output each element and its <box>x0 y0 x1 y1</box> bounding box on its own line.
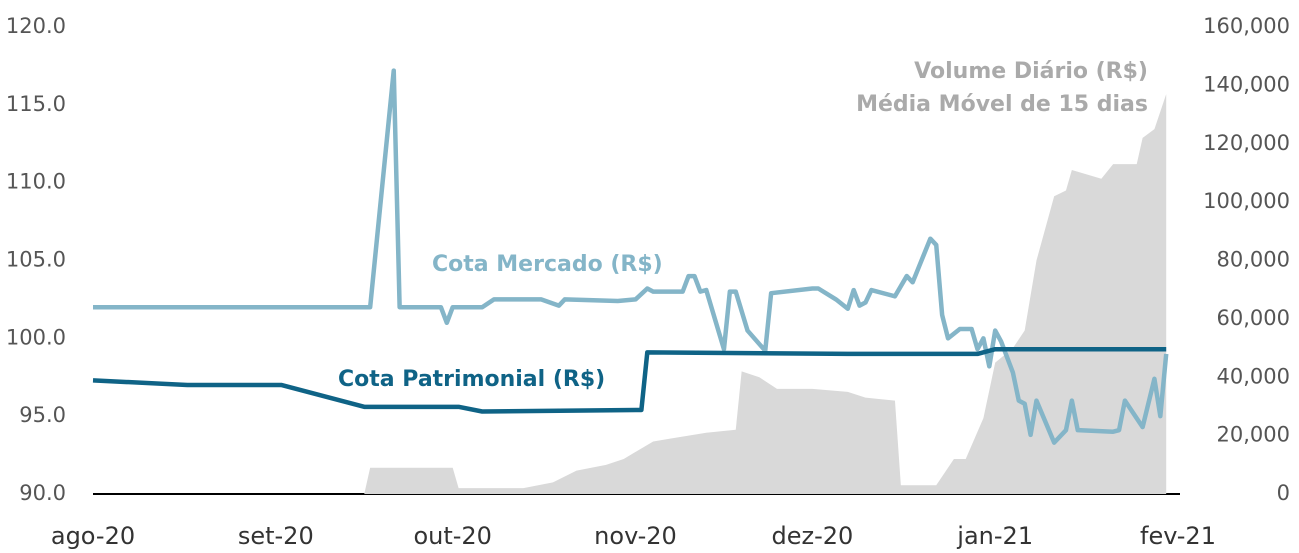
x-tick-label: ago-20 <box>51 522 135 550</box>
y-tick-label: 110.0 <box>6 170 66 194</box>
y-tick-label: 100.0 <box>6 325 66 349</box>
y-tick-label: 105.0 <box>6 248 66 272</box>
series-label: Cota Patrimonial (R$) <box>338 367 605 392</box>
x-tick-label: nov-20 <box>594 522 677 550</box>
annotation: Média Móvel de 15 dias <box>856 92 1148 117</box>
y2-tick-label: 20,000 <box>1217 423 1290 447</box>
y2-tick-label: 120,000 <box>1203 131 1290 155</box>
y2-tick-label: 140,000 <box>1203 72 1290 96</box>
y2-tick-label: 80,000 <box>1217 248 1290 272</box>
volume-area <box>93 94 1167 494</box>
y-tick-label: 115.0 <box>6 92 66 116</box>
y2-tick-label: 60,000 <box>1217 306 1290 330</box>
y2-tick-label: 160,000 <box>1203 14 1290 38</box>
x-tick-label: set-20 <box>238 522 314 550</box>
y-tick-label: 120.0 <box>6 14 66 38</box>
y2-tick-label: 0 <box>1277 481 1290 505</box>
series-label: Cota Mercado (R$) <box>432 252 663 277</box>
x-tick-label: fev-21 <box>1140 522 1216 550</box>
x-tick-label: out-20 <box>413 522 492 550</box>
x-tick-label: jan-21 <box>956 522 1033 550</box>
y2-tick-label: 100,000 <box>1203 189 1290 213</box>
x-tick-label: dez-20 <box>772 522 854 550</box>
y-tick-label: 95.0 <box>19 403 66 427</box>
series-line <box>93 68 1169 445</box>
annotation: Volume Diário (R$) <box>914 59 1148 84</box>
series-line <box>92 346 1167 414</box>
y2-tick-label: 40,000 <box>1217 364 1290 388</box>
y-tick-label: 90.0 <box>19 481 66 505</box>
